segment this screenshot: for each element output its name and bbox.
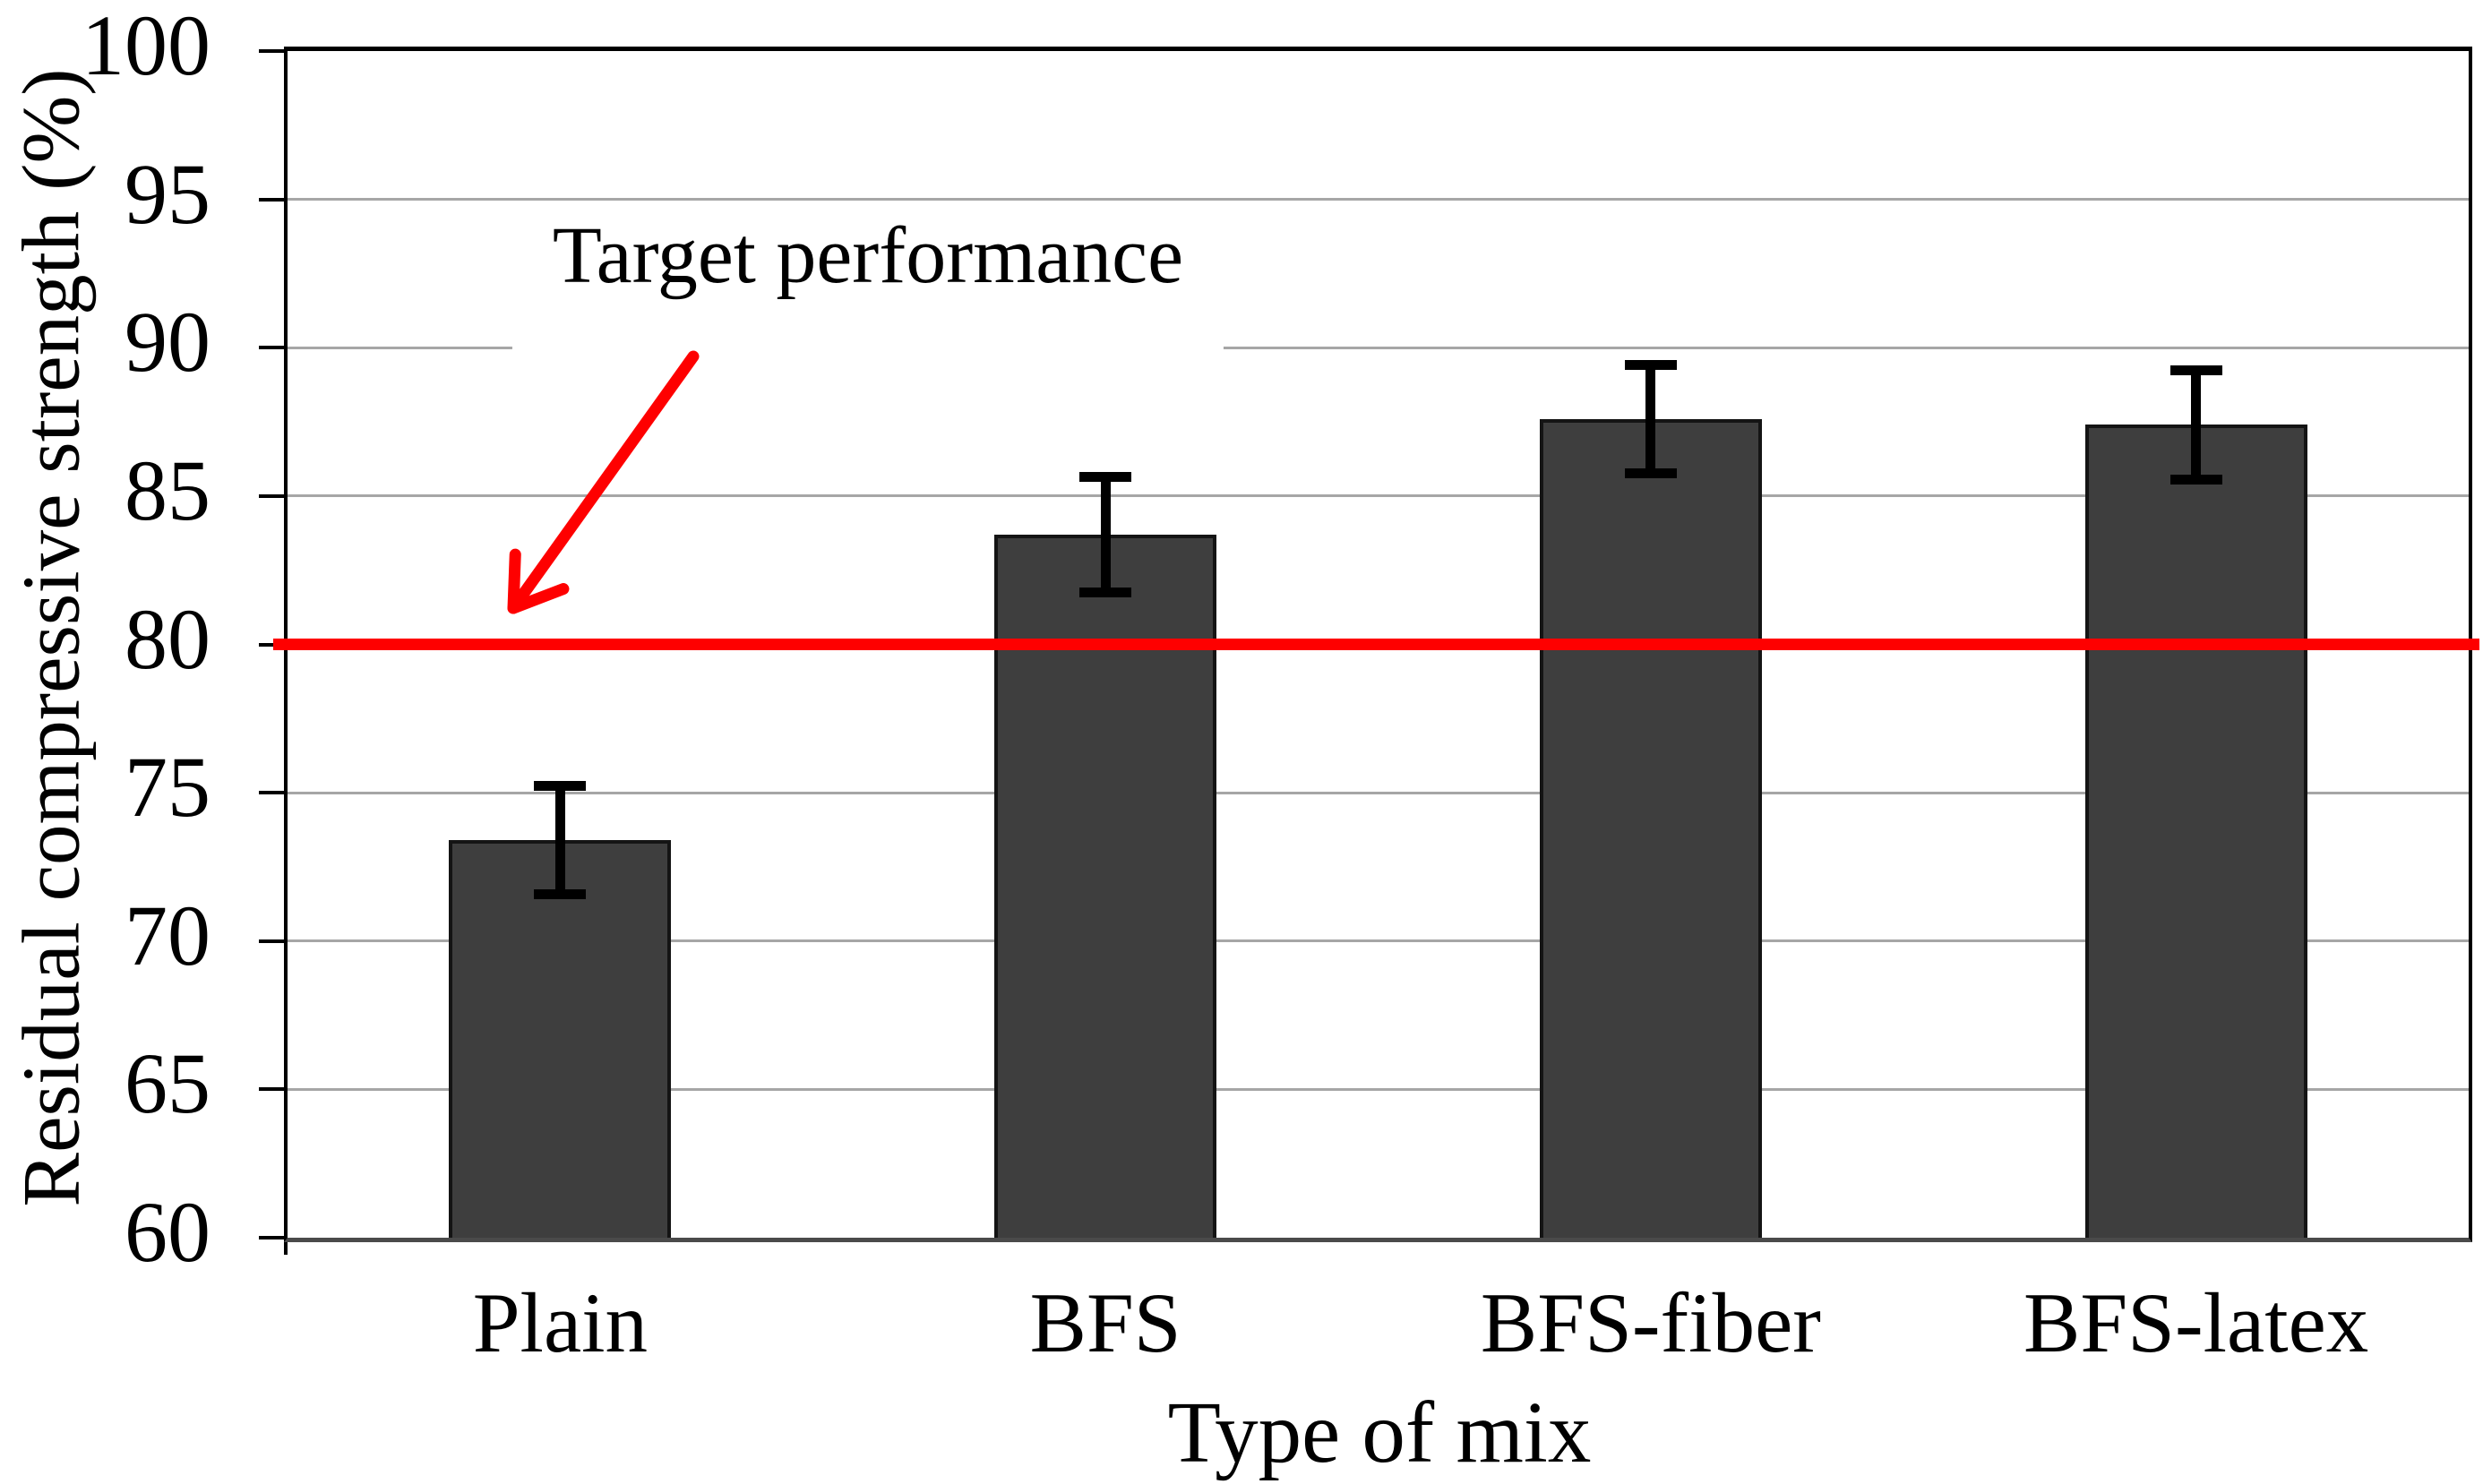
error-bar [1100, 472, 1111, 597]
y-tick-mark [259, 1236, 285, 1240]
error-bar [1079, 587, 1132, 597]
bar-BFS-fiber [1539, 418, 1762, 1238]
error-bar [1624, 468, 1677, 478]
y-tick-label: 90 [125, 294, 210, 390]
y-tick-mark [259, 197, 285, 202]
y-tick-label: 80 [125, 590, 210, 687]
y-tick-label: 75 [125, 739, 210, 836]
y-tick-label: 65 [125, 1035, 210, 1132]
error-bar [1079, 472, 1132, 483]
y-tick-mark [259, 642, 285, 647]
y-tick-label: 100 [82, 0, 210, 93]
error-bar [2169, 474, 2222, 485]
error-bar [554, 780, 565, 900]
bar-BFS [994, 534, 1217, 1238]
error-bar [534, 780, 587, 791]
gridline [288, 1087, 2469, 1091]
gridline [288, 346, 2469, 349]
bar-Plain [449, 840, 672, 1238]
error-bar [534, 889, 587, 900]
x-axis-title: Type of mix [1167, 1385, 1592, 1480]
gridline [288, 198, 2469, 202]
y-tick-mark [259, 346, 285, 350]
y-tick-label: 70 [125, 887, 210, 983]
y-tick-label: 85 [125, 442, 210, 538]
y-tick-mark [259, 493, 285, 498]
plot-area: Target performance [273, 47, 2479, 1242]
y-tick-label: 60 [125, 1184, 210, 1280]
x-category-label: Plain [472, 1275, 649, 1370]
x-category-label: BFS-fiber [1480, 1275, 1821, 1370]
y-tick-mark [259, 49, 285, 53]
bar-BFS-latex [2084, 425, 2307, 1238]
error-bar [2169, 365, 2222, 376]
error-bar [2191, 365, 2202, 485]
y-tick-label: 95 [125, 145, 210, 242]
gridline [288, 939, 2469, 943]
y-tick-mark [259, 939, 285, 943]
error-bar [1645, 359, 1656, 478]
error-bar [1624, 359, 1677, 370]
gridline [288, 494, 2469, 498]
target-line [273, 639, 2479, 650]
y-axis-foot-tick [284, 1242, 288, 1255]
y-tick-mark [259, 1087, 285, 1092]
target-annotation-label: Target performance [511, 203, 1224, 355]
x-category-label: BFS-latex [2023, 1275, 2369, 1370]
gridline [288, 791, 2469, 794]
y-tick-mark [259, 791, 285, 795]
x-category-label: BFS [1029, 1275, 1181, 1370]
